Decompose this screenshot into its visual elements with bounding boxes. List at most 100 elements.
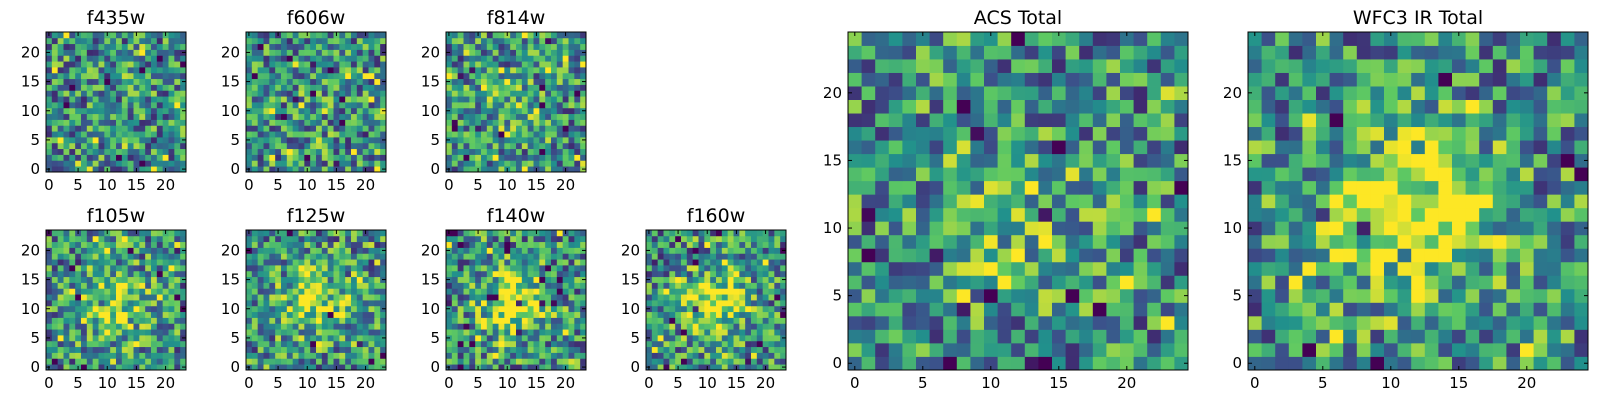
- heatmap-cell: [521, 346, 529, 353]
- heatmap-cell: [281, 148, 288, 155]
- heatmap-cell: [104, 55, 111, 62]
- heatmap-cell: [57, 241, 64, 248]
- heatmap-cell: [1147, 113, 1162, 128]
- heatmap-cell: [133, 137, 140, 144]
- heatmap-cell: [145, 323, 152, 330]
- heatmap-cell: [92, 294, 99, 301]
- heatmap-cell: [246, 329, 253, 336]
- heatmap-cell: [745, 335, 752, 342]
- heatmap-cell: [463, 352, 470, 359]
- heatmap-cell: [321, 61, 329, 68]
- heatmap-cell: [133, 265, 140, 272]
- heatmap-cell: [463, 253, 470, 260]
- heatmap-cell: [510, 364, 517, 371]
- heatmap-cell: [380, 61, 387, 68]
- heatmap-cell: [251, 358, 259, 365]
- heatmap-cell: [551, 282, 558, 289]
- heatmap-cell: [451, 160, 459, 167]
- heatmap-cell: [446, 265, 453, 272]
- heatmap-cell: [768, 288, 775, 295]
- heatmap-cell: [69, 78, 76, 85]
- heatmap-cell: [733, 294, 740, 301]
- heatmap-cell: [180, 113, 187, 120]
- heatmap-cell: [469, 72, 476, 80]
- heatmap-cell: [727, 253, 734, 260]
- heatmap-cell: [145, 78, 152, 85]
- heatmap-cell: [539, 294, 546, 301]
- heatmap-cell: [681, 270, 688, 278]
- heatmap-cell: [751, 259, 758, 266]
- heatmap-cell: [956, 153, 971, 168]
- heatmap-cell: [251, 148, 259, 155]
- heatmap-cell: [127, 43, 134, 50]
- heatmap-cell: [997, 45, 1012, 60]
- heatmap-cell: [492, 55, 499, 62]
- heatmap-cell: [356, 84, 364, 91]
- heatmap-cell: [551, 55, 558, 62]
- heatmap-cell: [174, 235, 181, 243]
- heatmap-cell: [1065, 99, 1080, 114]
- heatmap-cell: [298, 300, 305, 307]
- heatmap-cell: [692, 346, 699, 353]
- heatmap-cell: [1160, 126, 1175, 141]
- heatmap-cell: [698, 235, 705, 243]
- heatmap-cell: [292, 67, 299, 74]
- heatmap-cell: [970, 99, 985, 114]
- heatmap-cell: [721, 352, 729, 359]
- heatmap-cell: [269, 288, 276, 295]
- heatmap-cell: [327, 346, 334, 353]
- heatmap-cell: [475, 300, 482, 307]
- heatmap-cell: [768, 253, 775, 260]
- heatmap-cell: [510, 154, 517, 161]
- heatmap-cell: [492, 160, 499, 167]
- heatmap-cell: [510, 78, 517, 85]
- heatmap-cell: [162, 113, 169, 120]
- heatmap-cell: [686, 230, 694, 237]
- heatmap-cell: [848, 59, 862, 73]
- heatmap-cell: [116, 125, 123, 132]
- heatmap-cell: [574, 90, 581, 97]
- heatmap-cell: [275, 346, 282, 353]
- heatmap-cell: [127, 352, 134, 359]
- heatmap-cell: [533, 235, 540, 243]
- heatmap-cell: [180, 340, 187, 348]
- heatmap-cell: [1065, 126, 1080, 141]
- heatmap-cell: [1120, 302, 1134, 317]
- heatmap-cell: [180, 102, 187, 109]
- heatmap-cell: [539, 265, 546, 272]
- heatmap-cell: [463, 113, 470, 120]
- heatmap-cell: [92, 335, 99, 342]
- heatmap-cell: [498, 102, 505, 109]
- heatmap-cell: [310, 154, 317, 161]
- heatmap-cell: [174, 358, 181, 365]
- heatmap-cell: [263, 166, 270, 173]
- heatmap-cell: [286, 67, 294, 74]
- heatmap-cell: [86, 96, 94, 103]
- heatmap-cell: [304, 346, 311, 353]
- heatmap-cell: [257, 352, 264, 359]
- heatmap-cell: [316, 276, 323, 283]
- heatmap-cell: [75, 90, 82, 97]
- heatmap-cell: [1106, 126, 1121, 141]
- heatmap-cell: [69, 317, 76, 324]
- heatmap-cell: [1065, 221, 1080, 236]
- heatmap-cell: [916, 45, 930, 60]
- heatmap-cell: [121, 55, 129, 62]
- heatmap-cell: [1424, 329, 1439, 344]
- heatmap-cell: [457, 84, 464, 91]
- heatmap-cell: [475, 340, 482, 348]
- heatmap-cell: [81, 78, 88, 85]
- heatmap-cell: [516, 32, 523, 39]
- heatmap-cell: [356, 142, 364, 150]
- heatmap-cell: [539, 102, 546, 109]
- heatmap-cell: [145, 90, 152, 97]
- heatmap-cell: [762, 247, 769, 254]
- heatmap-cell: [521, 329, 529, 336]
- heatmap-cell: [475, 131, 482, 138]
- heatmap-cell: [98, 119, 105, 126]
- heatmap-cell: [521, 358, 529, 365]
- heatmap-cell: [568, 305, 575, 313]
- y-tick-label: 15: [823, 151, 842, 169]
- heatmap-cell: [486, 90, 494, 97]
